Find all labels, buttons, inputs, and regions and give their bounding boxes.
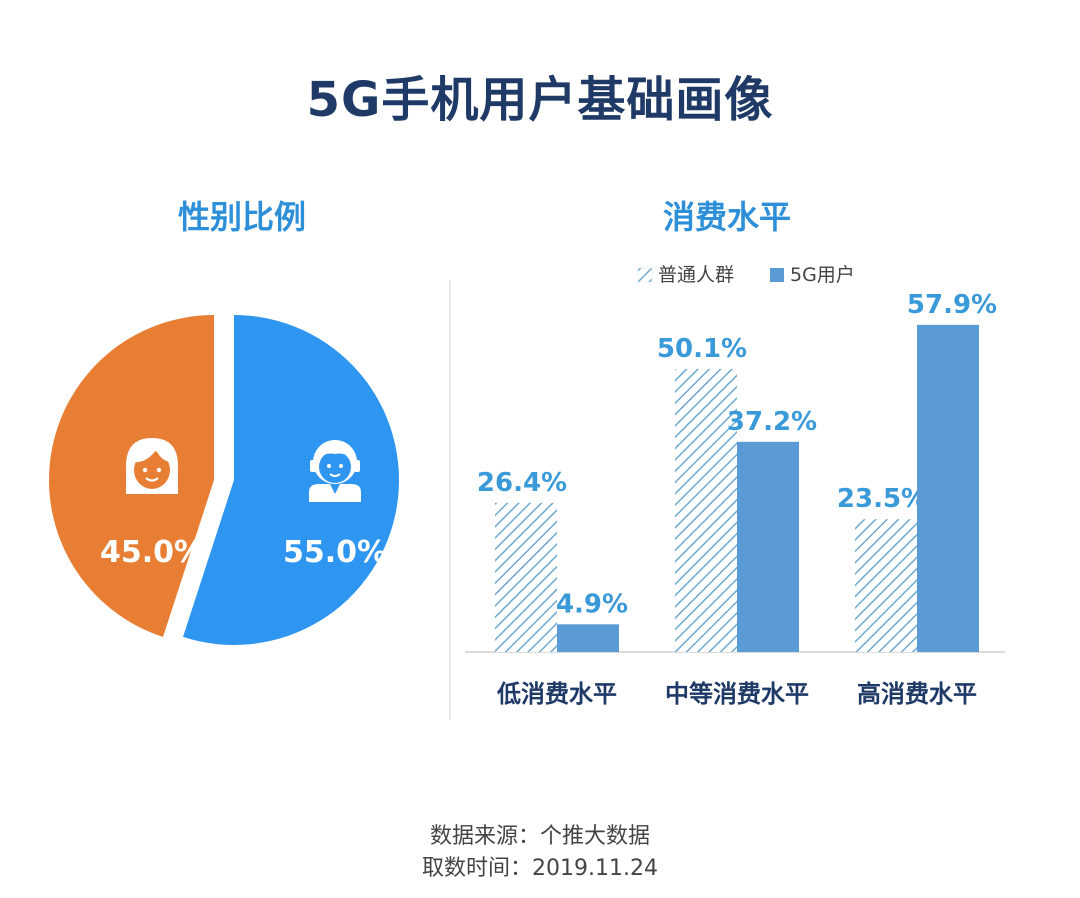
page-title: 5G手机用户基础画像 — [306, 72, 774, 128]
gender-pie-chart: 45.0% 55.0% — [49, 315, 400, 645]
bar-value-label: 37.2% — [727, 407, 817, 437]
footer-source: 数据来源：个推大数据 — [429, 824, 650, 849]
bar-general — [495, 502, 557, 652]
bar-5g — [737, 441, 799, 652]
bar-general — [675, 368, 737, 652]
bar-value-label: 57.9% — [907, 290, 997, 320]
bar-value-label: 26.4% — [477, 468, 567, 498]
pie-slice-male — [183, 315, 400, 645]
female-user-icon — [126, 438, 178, 494]
chart-legend: 普通人群 5G用户 — [637, 264, 855, 286]
bar-subtitle: 消费水平 — [663, 198, 792, 236]
bar-value-label: 50.1% — [657, 334, 747, 364]
consumption-bar-chart: 普通人群 5G用户 26.4% 4.9% 低消费水平 50.1% 37.2% 中等消费水平 23… — [449, 264, 1005, 720]
footer-date: 取数时间：2019.11.24 — [422, 856, 658, 881]
category-label: 高消费水平 — [857, 680, 977, 708]
bar-5g — [917, 324, 979, 652]
bar-value-label: 23.5% — [837, 484, 927, 514]
bar-general — [855, 519, 917, 652]
male-user-icon — [309, 440, 361, 502]
legend-swatch-general — [637, 267, 653, 283]
pie-subtitle: 性别比例 — [178, 198, 307, 236]
legend-label-general: 普通人群 — [658, 264, 734, 286]
pie-label-male: 55.0% — [283, 535, 387, 570]
bar-5g — [557, 624, 619, 652]
category-label: 低消费水平 — [496, 680, 617, 708]
category-label: 中等消费水平 — [665, 680, 809, 708]
legend-label-5g: 5G用户 — [790, 264, 855, 286]
pie-label-female: 45.0% — [100, 535, 204, 570]
bar-value-label: 4.9% — [556, 589, 628, 619]
legend-swatch-5g — [770, 268, 784, 282]
